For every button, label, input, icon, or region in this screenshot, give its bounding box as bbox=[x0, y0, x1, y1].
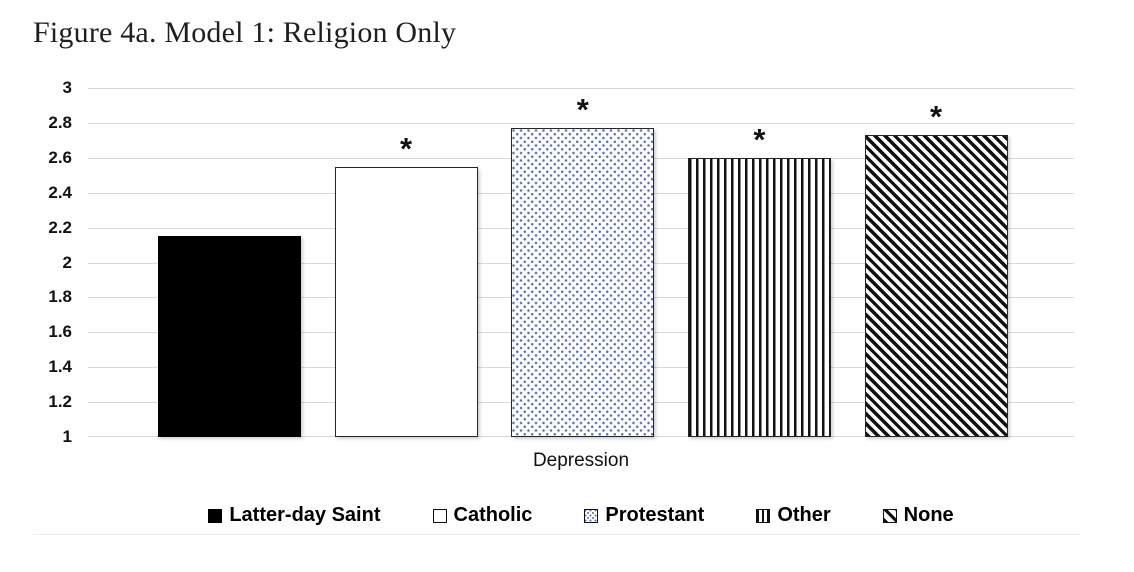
y-tick-label: 2.2 bbox=[48, 217, 72, 237]
legend-item-none: None bbox=[882, 504, 954, 527]
significance-asterisk: * bbox=[400, 130, 413, 166]
legend-swatch-vstripe-icon bbox=[756, 508, 771, 523]
legend-item-catholic: Catholic bbox=[432, 504, 533, 527]
legend-item-other: Other bbox=[756, 504, 831, 527]
gridline bbox=[88, 88, 1074, 89]
legend-swatch-diag-icon bbox=[882, 508, 897, 523]
legend-label: Catholic bbox=[453, 504, 533, 526]
legend-swatch-plain-icon bbox=[432, 508, 447, 523]
y-tick-label: 2.6 bbox=[48, 147, 72, 167]
legend-item-latter-day-saint: Latter-day Saint bbox=[208, 504, 381, 527]
legend-item-protestant: Protestant bbox=[584, 504, 704, 527]
legend-swatch-solid-icon bbox=[208, 508, 223, 523]
y-tick-label: 3 bbox=[62, 78, 72, 97]
legend-label: None bbox=[903, 504, 954, 526]
legend-label: Other bbox=[777, 504, 831, 526]
significance-asterisk: * bbox=[576, 92, 589, 128]
y-tick-label: 2.4 bbox=[48, 182, 72, 202]
y-tick-label: 1.2 bbox=[48, 392, 72, 412]
bottom-divider-line bbox=[33, 534, 1080, 535]
chart-title: Figure 4a. Model 1: Religion Only bbox=[33, 16, 457, 49]
legend-swatch-dots-icon bbox=[584, 508, 599, 523]
y-tick-label: 1.8 bbox=[48, 287, 72, 307]
plot-area: * * * * bbox=[88, 88, 1074, 437]
significance-asterisk: * bbox=[753, 121, 766, 157]
significance-asterisk: * bbox=[930, 99, 943, 135]
legend: Latter-day Saint Catholic Protestant Other N… bbox=[88, 504, 1074, 527]
bar-protestant bbox=[511, 128, 655, 437]
legend-label: Latter-day Saint bbox=[229, 504, 381, 526]
bar-none bbox=[864, 135, 1008, 437]
y-tick-label: 1 bbox=[62, 427, 72, 446]
y-tick-label: 1.6 bbox=[48, 322, 72, 342]
legend-label: Protestant bbox=[605, 504, 705, 526]
y-tick-label: 1.4 bbox=[48, 357, 72, 377]
gridline bbox=[88, 122, 1074, 124]
bar-latter-day-saint bbox=[157, 236, 301, 437]
y-tick-label: 2 bbox=[62, 252, 72, 272]
bar-catholic bbox=[334, 166, 478, 437]
x-axis-label: Depression bbox=[532, 450, 630, 471]
y-tick-label: 2.8 bbox=[48, 112, 72, 132]
bar-other bbox=[687, 157, 831, 437]
